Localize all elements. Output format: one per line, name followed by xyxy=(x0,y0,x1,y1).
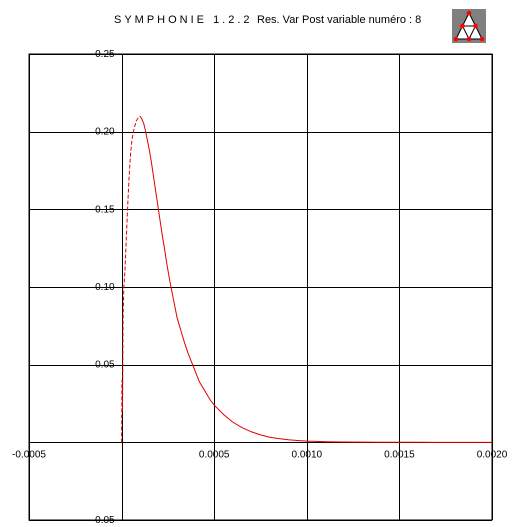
logo-dot xyxy=(466,10,472,16)
series-line-dashed xyxy=(121,115,141,443)
series-line-solid xyxy=(139,115,492,443)
logo-dot xyxy=(479,36,485,42)
y-tick-label: 0.05 xyxy=(95,360,115,371)
x-tick-label: 0.0015 xyxy=(384,449,415,460)
y-tick-label: 0.20 xyxy=(95,127,115,138)
grid xyxy=(28,53,493,521)
x-tick-label: 0.0020 xyxy=(477,449,508,460)
logo-dot xyxy=(473,23,478,29)
logo-dot xyxy=(466,36,472,42)
y-tick-label: -0.05 xyxy=(92,515,115,526)
chart-caption: Res. Var Post variable numéro : 8 xyxy=(257,14,422,26)
x-tick-label: -0.0005 xyxy=(12,449,46,460)
logo-inner-triangle xyxy=(461,25,477,41)
tick-labels: -0.0005 0.0005 0.0010 0.0015 0.0020 0.25 0.20 0… xyxy=(12,49,508,526)
series-layer xyxy=(121,115,492,443)
y-tick-label: 0.10 xyxy=(95,282,115,293)
x-tick-label: 0.0005 xyxy=(199,449,230,460)
x-tick-label: 0.0010 xyxy=(292,449,323,460)
symphonie-triangle-logo-icon xyxy=(452,9,486,43)
logo-dot xyxy=(460,23,465,29)
app-title: SYMPHONIE 1.2.2 xyxy=(114,14,253,26)
y-tick-label: 0.15 xyxy=(95,204,115,215)
logo-dot xyxy=(453,36,459,42)
header: SYMPHONIE 1.2.2 Res. Var Post variable n… xyxy=(0,0,514,50)
y-tick-label: 0.25 xyxy=(95,49,115,60)
